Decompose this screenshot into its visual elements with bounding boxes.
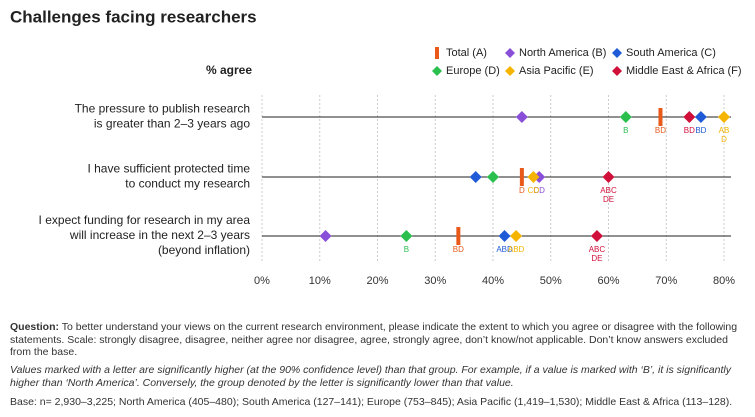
- total-bar: [456, 227, 461, 245]
- sig-label: ABC: [600, 186, 617, 195]
- legend-marker: [505, 66, 515, 76]
- sig-label: BD: [684, 126, 695, 135]
- chart-title: Challenges facing researchers: [10, 7, 257, 26]
- legend-label: North America (B): [519, 47, 606, 59]
- dot: [515, 111, 528, 123]
- base-note: Base: n= 2,930–3,225; North America (405…: [10, 396, 733, 408]
- sig-label: CD: [528, 186, 540, 195]
- sig-label: BD: [655, 126, 666, 135]
- legend-label: Europe (D): [446, 65, 500, 77]
- dot: [498, 230, 511, 242]
- sig-label: AB: [719, 126, 730, 135]
- sig-label: ABD: [508, 245, 525, 254]
- total-bar: [519, 168, 524, 186]
- sig-label: DE: [591, 254, 602, 263]
- sig-label: B: [404, 245, 409, 254]
- legend-label: Asia Pacific (E): [519, 65, 594, 77]
- category-label: I expect funding for research in my area: [39, 213, 251, 227]
- legend-label: Total (A): [446, 47, 487, 59]
- sig-label: D: [519, 186, 525, 195]
- dot: [718, 111, 730, 123]
- x-tick-label: 20%: [366, 275, 388, 287]
- legend-marker: [505, 48, 515, 58]
- x-tick-label: 80%: [713, 275, 735, 287]
- category-label: The pressure to publish research: [75, 102, 250, 116]
- dot: [469, 171, 482, 183]
- category-label: will increase in the next 2–3 years: [69, 228, 250, 242]
- legend-label: South America (C): [626, 47, 716, 59]
- x-tick-label: 30%: [424, 275, 446, 287]
- sig-label: BD: [453, 245, 464, 254]
- sig-label: ABD: [496, 245, 513, 254]
- sig-label: ABC: [589, 245, 606, 254]
- x-tick-label: 50%: [540, 275, 562, 287]
- dot: [590, 230, 603, 242]
- sig-label: CD: [533, 186, 545, 195]
- dot: [602, 171, 615, 183]
- dot: [694, 111, 707, 123]
- legend-marker: [432, 66, 442, 76]
- legend-marker: [612, 48, 622, 58]
- x-tick-label: 70%: [655, 275, 677, 287]
- sig-label: BD: [695, 126, 706, 135]
- x-tick-label: 10%: [309, 275, 331, 287]
- dot: [319, 230, 332, 242]
- sig-label: B: [623, 126, 628, 135]
- x-tick-label: 60%: [597, 275, 619, 287]
- legend-marker: [612, 66, 622, 76]
- x-tick-label: 40%: [482, 275, 504, 287]
- question-text: To better understand your views on the c…: [10, 321, 738, 358]
- chart: Challenges facing researchers % agree 0%…: [10, 7, 742, 287]
- sig-label: D: [721, 135, 727, 144]
- significance-note: Values marked with a letter are signific…: [10, 364, 731, 389]
- dot: [683, 111, 696, 123]
- category-label: (beyond inflation): [158, 243, 250, 257]
- dot: [487, 171, 499, 183]
- legend-label: Middle East & Africa (F): [626, 65, 742, 77]
- category-label: is greater than 2–3 years ago: [94, 117, 250, 131]
- sig-label: DE: [603, 195, 614, 204]
- dot: [400, 230, 413, 242]
- dot: [527, 171, 540, 183]
- dot: [510, 230, 523, 242]
- y-header: % agree: [206, 63, 252, 77]
- question: Question: To better understand your view…: [10, 321, 745, 359]
- x-tick-label: 0%: [254, 275, 270, 287]
- category-label: to conduct my research: [125, 177, 250, 191]
- category-label: I have sufficient protected time: [87, 162, 250, 176]
- total-bar: [658, 108, 663, 126]
- legend-marker: [435, 47, 439, 59]
- question-label: Question:: [10, 321, 59, 333]
- dot: [619, 111, 632, 123]
